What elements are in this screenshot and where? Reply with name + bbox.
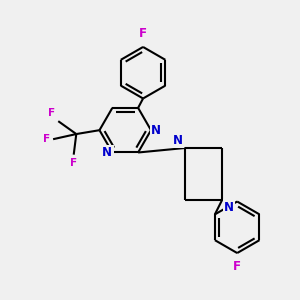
Text: F: F <box>48 108 55 118</box>
Text: N: N <box>102 146 112 159</box>
Text: F: F <box>70 158 77 168</box>
Text: F: F <box>139 27 147 40</box>
Text: N: N <box>173 134 183 147</box>
Text: N: N <box>224 200 234 214</box>
Text: F: F <box>233 260 241 273</box>
Text: F: F <box>43 134 50 144</box>
Text: N: N <box>151 124 161 137</box>
